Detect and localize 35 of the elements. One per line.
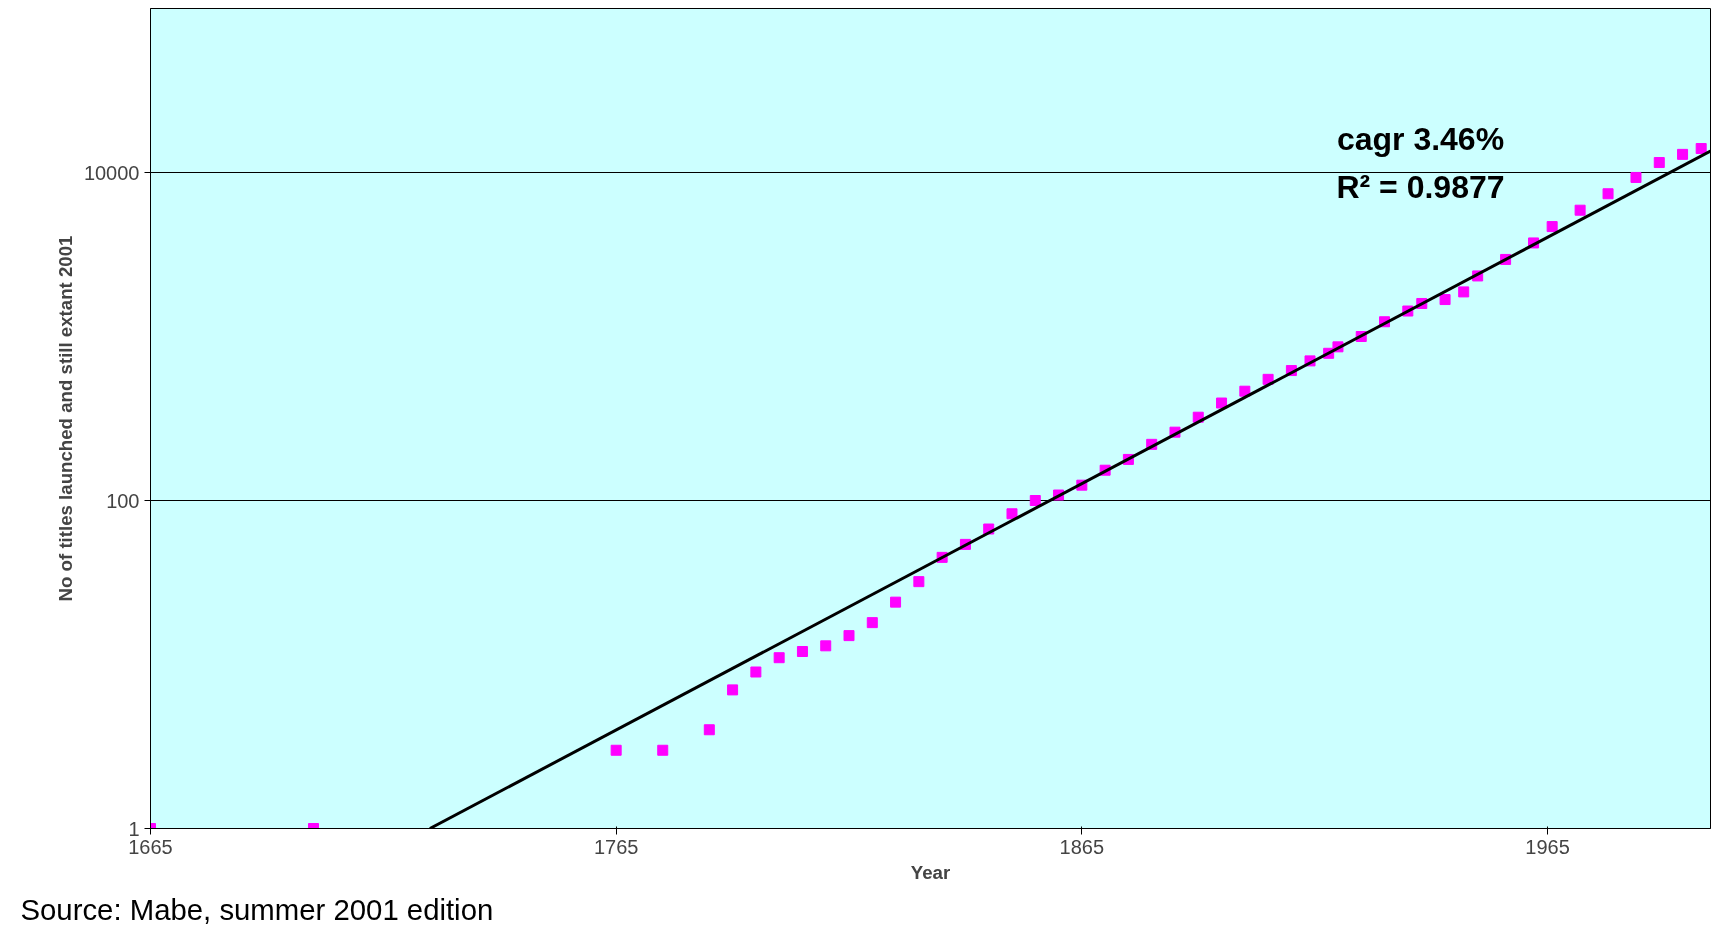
y-axis-title: No of titles launched and still extant 2001 [54,235,76,602]
point [1439,294,1451,306]
point [1006,508,1018,520]
point [1602,188,1614,200]
point [1695,143,1707,155]
annotation: R² = 0.9877 [1336,168,1505,205]
point [750,666,762,678]
point [1630,171,1642,183]
point [773,652,785,664]
point [1653,157,1665,169]
point [820,640,832,652]
point [843,630,855,642]
point [1677,148,1689,160]
point [796,646,808,658]
point [1458,286,1470,298]
point [1216,397,1228,409]
x-tick-label: 1965 [1525,835,1570,858]
source-note: Source: Mabe, summer 2001 edition [20,892,494,926]
point [1029,495,1041,506]
point [913,576,925,588]
x-axis-title: Year [910,861,951,883]
point [866,617,878,629]
x-tick-label: 1765 [593,835,639,858]
point [657,744,669,756]
point [610,744,622,756]
annotation: cagr 3.46% [1336,120,1505,157]
point [1262,373,1274,385]
point [703,724,715,736]
y-tick-label: 100 [106,489,140,512]
point [890,596,902,608]
point [1574,204,1586,216]
point [1546,221,1558,233]
x-tick-label: 1865 [1059,835,1105,858]
y-tick-label: 10000 [83,161,140,184]
point [727,684,739,696]
